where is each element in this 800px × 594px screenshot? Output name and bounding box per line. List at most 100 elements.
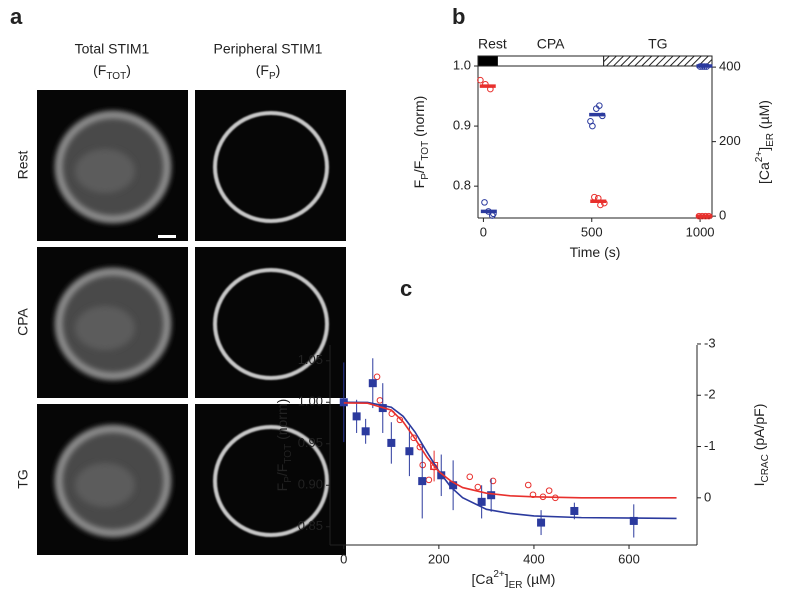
column-subtitle: (FTOT) <box>93 62 131 82</box>
label-part: (µM) <box>756 100 772 133</box>
label-part: /F <box>411 161 427 173</box>
period-label: TG <box>648 36 667 52</box>
row-label: Rest <box>15 151 31 180</box>
label-part: F <box>274 483 290 492</box>
label-part: [Ca <box>756 162 772 184</box>
point <box>376 397 384 404</box>
point <box>474 483 482 491</box>
point <box>410 434 417 442</box>
label-part: ) <box>276 62 281 78</box>
label-part: (pA/pF) <box>751 404 767 455</box>
cell-inner <box>75 149 135 193</box>
x-tick-label: 1000 <box>686 224 715 239</box>
cell-rim <box>56 112 170 222</box>
y-tick-label: 0.8 <box>453 178 471 193</box>
label-part: /F <box>274 464 290 476</box>
point <box>466 473 474 481</box>
point <box>489 477 497 485</box>
y2-tick-label: -2 <box>704 387 716 402</box>
label-part: (F <box>256 62 269 78</box>
x-axis-label: Time (s) <box>570 244 621 260</box>
label-part: P <box>283 476 294 483</box>
point <box>537 518 546 527</box>
y-tick-label: 0.85 <box>298 518 323 533</box>
point <box>629 516 638 525</box>
x-tick-label: 0 <box>340 551 347 566</box>
label-part: Time (s) <box>570 244 621 260</box>
cell-rim <box>56 426 170 536</box>
y2-tick-label: 400 <box>719 59 741 74</box>
label-part: P <box>420 173 431 180</box>
label-part: (norm) <box>411 96 427 141</box>
cell-ring <box>213 268 329 380</box>
label-part: ) <box>126 62 131 78</box>
fit-line <box>343 402 677 499</box>
panel-label: b <box>452 4 465 29</box>
x-tick-label: 500 <box>581 224 603 239</box>
cell-ring <box>213 425 329 537</box>
label-part: (µM) <box>523 571 556 587</box>
label-part: F <box>411 180 427 189</box>
label-part: ER <box>509 580 523 591</box>
y2-tick-label: 0 <box>719 208 726 223</box>
point <box>449 481 458 490</box>
y-axis-label: FP/FTOT (norm) <box>411 96 431 189</box>
point <box>418 477 427 486</box>
y2-tick-label: 0 <box>704 489 711 504</box>
label-part: 2+ <box>493 569 505 580</box>
y-tick-label: 0.95 <box>298 435 323 450</box>
cell-inner <box>75 306 135 350</box>
y-tick-label: 0.90 <box>298 477 323 492</box>
label-part: [Ca <box>472 571 494 587</box>
label-part: TOT <box>283 444 294 464</box>
label-part: TOT <box>106 71 126 82</box>
x-tick-label: 0 <box>480 224 487 239</box>
fit-line <box>343 401 677 520</box>
y2-tick-label: -3 <box>704 335 716 350</box>
period-label: CPA <box>537 36 565 52</box>
point <box>545 487 553 494</box>
label-part: (norm) <box>274 399 290 444</box>
x-axis-label: [Ca2+]ER (µM) <box>472 569 556 591</box>
y-tick-label: 1.0 <box>453 57 471 72</box>
cell-image <box>195 247 346 398</box>
cell-image <box>195 404 346 555</box>
x-tick-label: 200 <box>428 551 450 566</box>
point <box>596 102 603 109</box>
point <box>387 438 396 447</box>
scale-bar <box>158 235 176 238</box>
y-tick-label: 1.00 <box>298 394 323 409</box>
point <box>425 476 433 484</box>
x-tick-label: 400 <box>523 551 545 566</box>
cell-rim <box>56 269 170 379</box>
panel-label: a <box>10 4 23 29</box>
y2-tick-label: 200 <box>719 133 741 148</box>
cell-inner <box>75 463 135 507</box>
column-title: Peripheral STIM1 <box>214 41 323 57</box>
point <box>477 76 484 84</box>
period-bar <box>477 55 498 67</box>
point <box>373 373 381 381</box>
point <box>405 447 414 456</box>
y2-tick-label: -1 <box>704 438 716 453</box>
x-tick-label: 600 <box>618 551 640 566</box>
y2-axis-label: [Ca2+]ER (µM) <box>754 100 776 184</box>
point <box>352 412 361 421</box>
label-part: P <box>269 71 276 82</box>
y-axis-label: FP/FTOT (norm) <box>274 399 294 492</box>
point <box>524 481 532 489</box>
y2-axis-label: ICRAC (pA/pF) <box>751 404 771 487</box>
point <box>368 379 377 388</box>
label-part: I <box>751 483 767 487</box>
y-tick-label: 1.05 <box>298 352 323 367</box>
period-bar <box>603 55 713 67</box>
row-label: TG <box>15 469 31 488</box>
cell-image <box>195 90 346 241</box>
period-label: Rest <box>478 36 507 52</box>
column-subtitle: (FP) <box>256 62 281 82</box>
label-part: ] <box>756 147 772 151</box>
label-part: CRAC <box>760 454 771 482</box>
point <box>477 497 486 506</box>
point <box>570 506 579 515</box>
